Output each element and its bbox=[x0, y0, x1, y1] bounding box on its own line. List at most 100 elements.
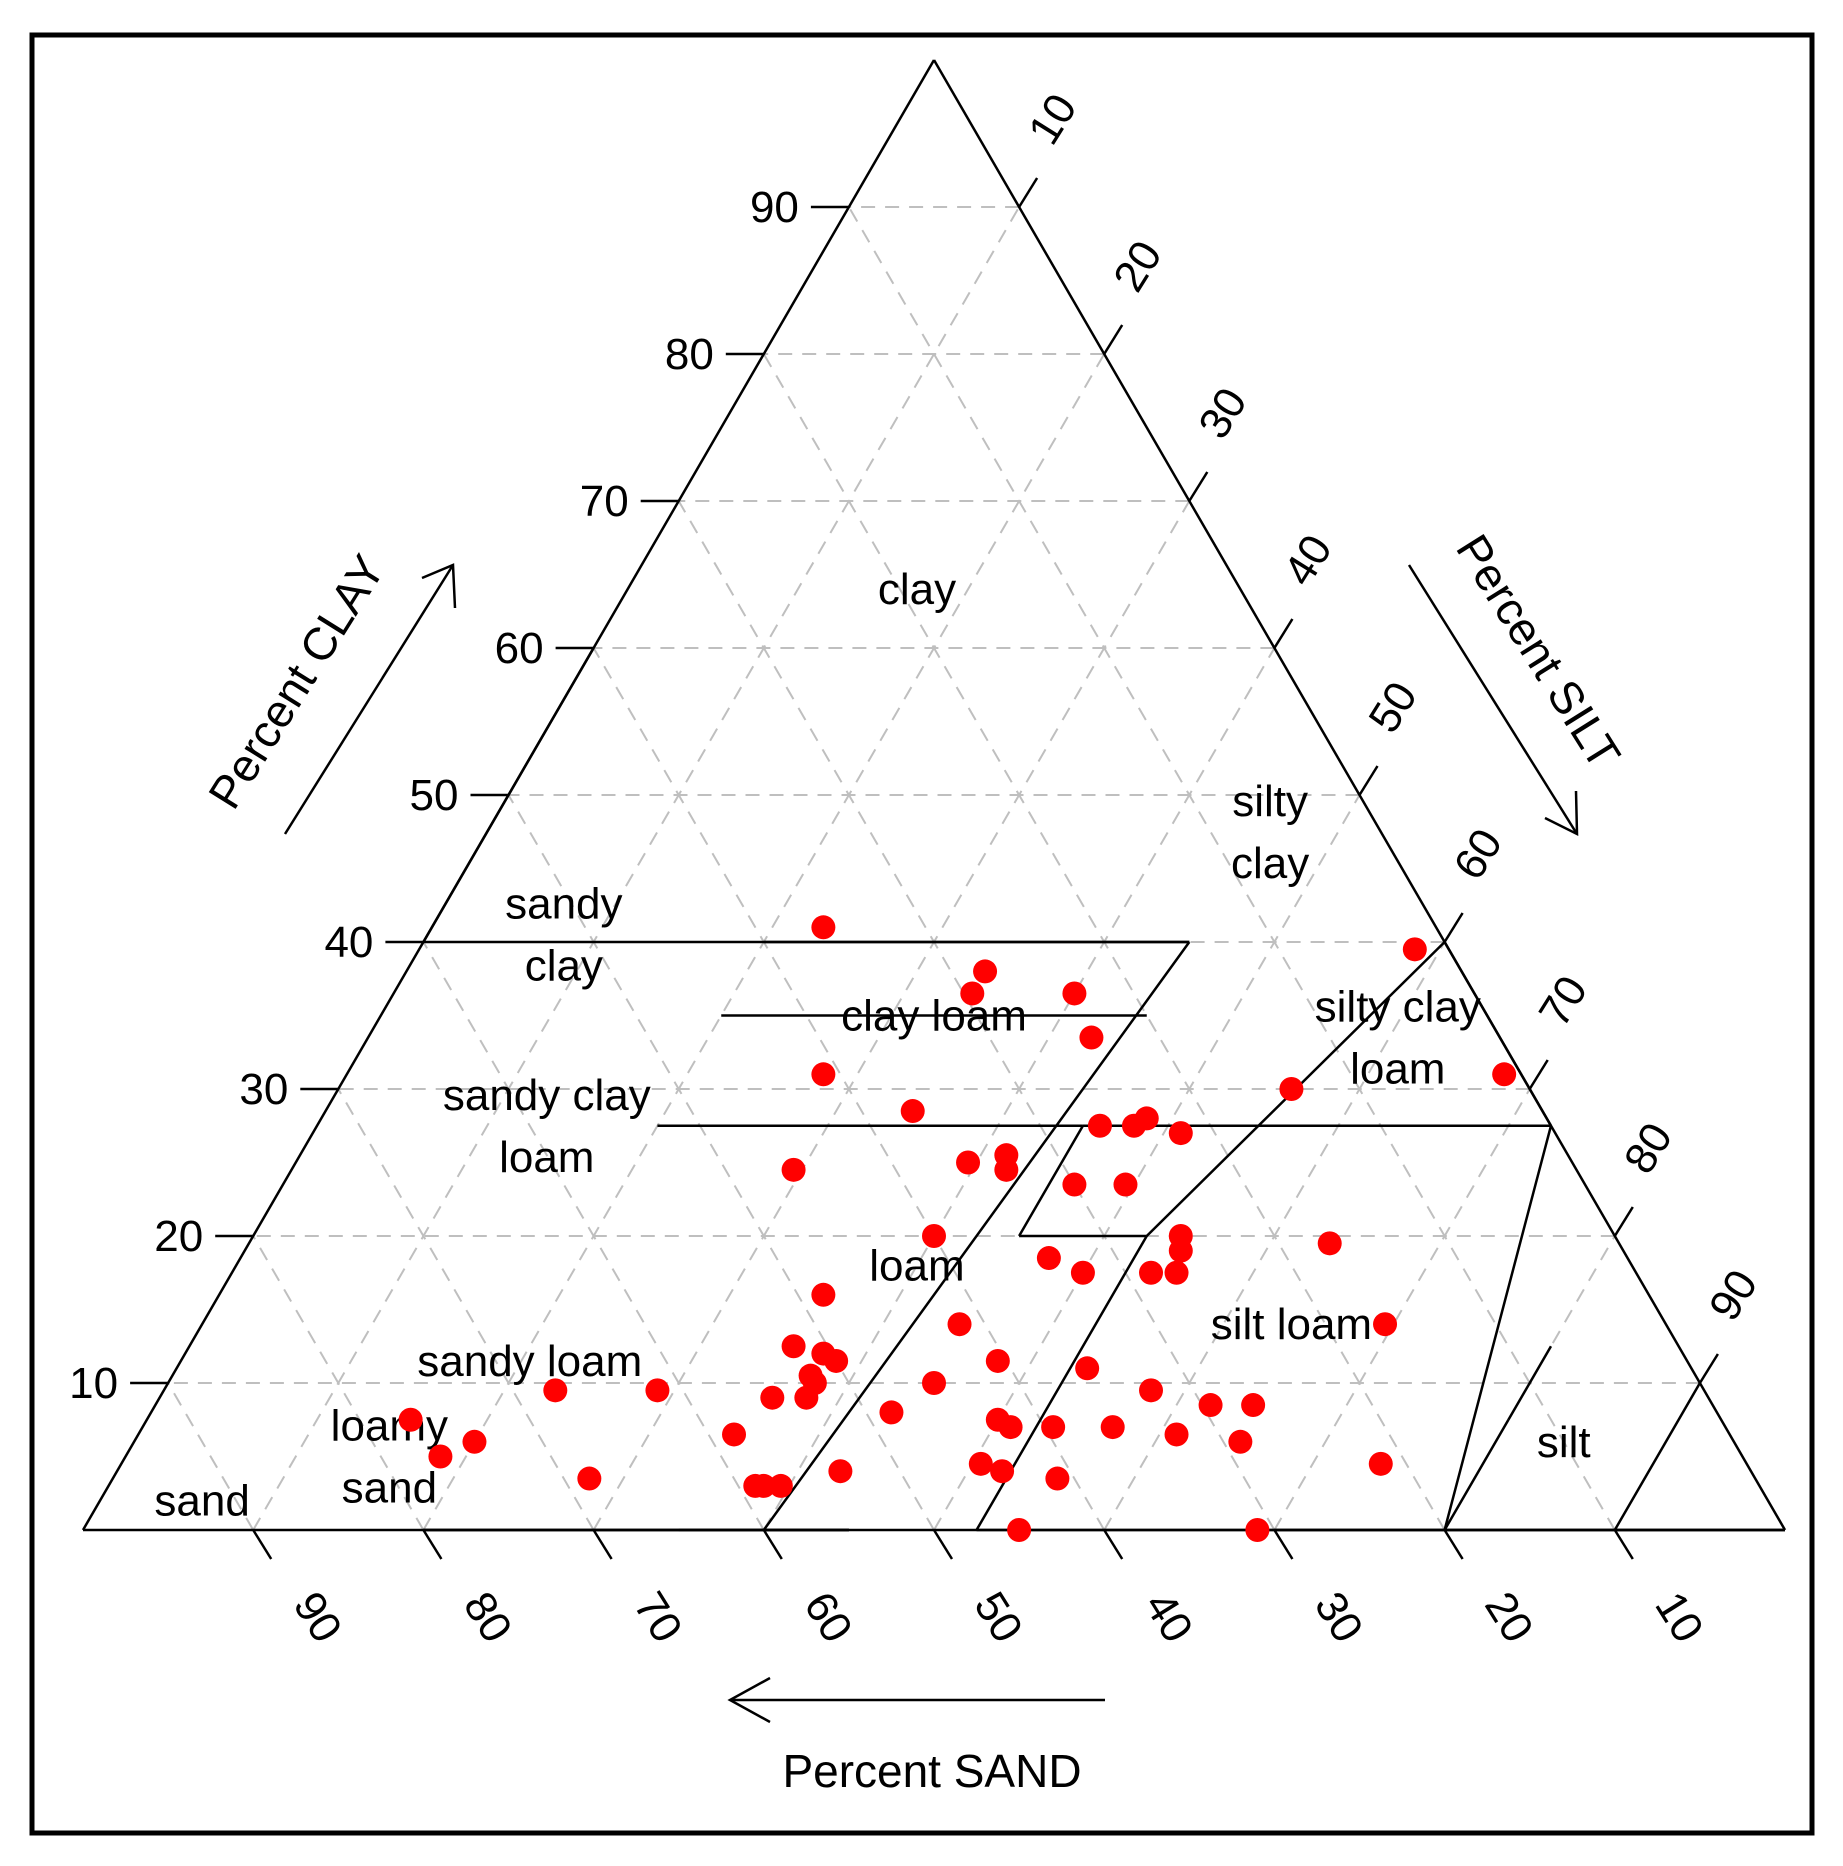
sample-point bbox=[768, 1473, 793, 1498]
region-label: sandy loam bbox=[417, 1337, 642, 1386]
clay-tick-label: 10 bbox=[69, 1359, 118, 1408]
region-label: silty bbox=[1232, 777, 1308, 826]
region-label: loam bbox=[499, 1133, 594, 1182]
silt-tick-mark bbox=[1103, 324, 1124, 355]
grid-line-sand bbox=[507, 794, 935, 1531]
class-boundary-line bbox=[1443, 1419, 1510, 1531]
sample-point bbox=[922, 1371, 946, 1395]
clay-tick-label: 90 bbox=[750, 183, 799, 232]
grid-line-sand bbox=[677, 500, 1276, 1531]
clay-arrow-shaft bbox=[283, 564, 455, 835]
clay-arrow-head bbox=[421, 563, 457, 609]
sample-point bbox=[1368, 1451, 1393, 1476]
sample-point bbox=[794, 1385, 819, 1410]
silt-arrow-shaft bbox=[1407, 564, 1579, 835]
sample-point bbox=[1062, 981, 1087, 1006]
sample-point bbox=[968, 1451, 993, 1476]
class-boundary-line bbox=[1018, 1125, 1085, 1237]
sample-point bbox=[1087, 1113, 1112, 1138]
sample-point bbox=[1075, 1356, 1100, 1381]
sample-point bbox=[811, 915, 836, 940]
region-label: silt loam bbox=[1211, 1300, 1372, 1349]
sample-point bbox=[985, 1348, 1010, 1373]
grid-line-sand bbox=[848, 206, 1616, 1531]
region-label: clay bbox=[878, 565, 956, 614]
sample-point bbox=[462, 1429, 487, 1454]
silt-tick-mark bbox=[1273, 618, 1294, 649]
sample-point bbox=[1139, 1260, 1164, 1285]
sample-point bbox=[781, 1157, 806, 1182]
silt-tick-mark bbox=[1018, 177, 1039, 208]
sample-point bbox=[960, 981, 985, 1006]
sample-point bbox=[1228, 1429, 1253, 1454]
clay-tick-label: 80 bbox=[665, 330, 714, 379]
sample-point bbox=[1041, 1415, 1066, 1440]
sample-point bbox=[990, 1459, 1015, 1484]
silt-tick-mark bbox=[1698, 1353, 1719, 1384]
sand-tick-mark bbox=[1613, 1529, 1634, 1560]
sample-point bbox=[1164, 1260, 1189, 1285]
sand-tick-mark bbox=[932, 1529, 954, 1560]
sample-point bbox=[1164, 1422, 1189, 1447]
silt-tick-mark bbox=[1443, 912, 1464, 943]
sample-point bbox=[1070, 1260, 1095, 1285]
class-boundary-line bbox=[1507, 1345, 1553, 1421]
region-label: loam bbox=[869, 1241, 964, 1290]
region-label: silty clay bbox=[1315, 983, 1481, 1032]
sample-point bbox=[1007, 1518, 1032, 1542]
sand-tick-mark bbox=[1103, 1529, 1124, 1560]
class-boundaries bbox=[81, 59, 1787, 1532]
sand-arrow-head bbox=[727, 1676, 771, 1724]
sample-point bbox=[824, 1348, 849, 1373]
sample-point bbox=[398, 1407, 423, 1432]
sand-tick-mark bbox=[762, 1529, 783, 1560]
region-label: loam bbox=[1350, 1045, 1445, 1094]
grid-line-silt bbox=[1103, 941, 1446, 1531]
sand-tick-mark bbox=[252, 1529, 273, 1560]
sand-tick-mark bbox=[1443, 1529, 1464, 1560]
silt-tick-mark bbox=[1358, 765, 1379, 796]
region-label: sand bbox=[342, 1464, 437, 1513]
region-label: clay loam bbox=[841, 992, 1027, 1041]
sample-point bbox=[1139, 1378, 1164, 1403]
sample-point bbox=[1279, 1077, 1304, 1101]
region-label: silt bbox=[1537, 1418, 1591, 1467]
sample-point bbox=[1317, 1231, 1342, 1256]
sample-point bbox=[543, 1378, 568, 1403]
clay-tick-label: 70 bbox=[580, 477, 629, 526]
sample-point bbox=[781, 1334, 806, 1359]
grid-line-sand bbox=[167, 1382, 255, 1531]
sample-point bbox=[577, 1466, 602, 1491]
sample-point bbox=[973, 959, 998, 984]
class-boundary-line bbox=[1613, 1382, 1701, 1531]
sample-point bbox=[428, 1444, 453, 1469]
grid-line-sand bbox=[252, 1235, 425, 1531]
sample-point bbox=[1168, 1238, 1193, 1263]
sample-points bbox=[398, 915, 1517, 1542]
sand-axis-title: Percent SAND bbox=[727, 1676, 1105, 1797]
region-label: loamy bbox=[331, 1402, 448, 1451]
sample-point bbox=[1062, 1172, 1087, 1197]
sample-point bbox=[956, 1150, 981, 1175]
texture-class-labels: clay sandy clay sandy clay loam sandy loam loa… bbox=[154, 565, 1590, 1525]
sample-point bbox=[900, 1099, 925, 1124]
sample-point bbox=[811, 1282, 836, 1307]
sand-tick-mark bbox=[592, 1529, 613, 1560]
sample-point bbox=[1100, 1415, 1125, 1440]
sample-point bbox=[1113, 1172, 1138, 1197]
clay-tick-label: 30 bbox=[239, 1065, 288, 1114]
clay-tick-label: 40 bbox=[324, 918, 373, 967]
grid-line-sand bbox=[337, 1088, 595, 1531]
sample-point bbox=[828, 1459, 853, 1484]
grid-line-silt bbox=[252, 206, 1020, 1531]
grid-line-silt bbox=[1273, 1088, 1531, 1531]
region-label: sandy bbox=[505, 880, 622, 929]
sample-point bbox=[645, 1378, 670, 1403]
silt-tick-mark bbox=[1528, 1059, 1549, 1090]
sample-point bbox=[760, 1385, 785, 1410]
sand-axis-title-text: Percent SAND bbox=[782, 1745, 1081, 1797]
region-label: clay bbox=[1231, 839, 1309, 888]
sample-point bbox=[1373, 1312, 1398, 1337]
clay-tick-label: 60 bbox=[495, 624, 544, 673]
